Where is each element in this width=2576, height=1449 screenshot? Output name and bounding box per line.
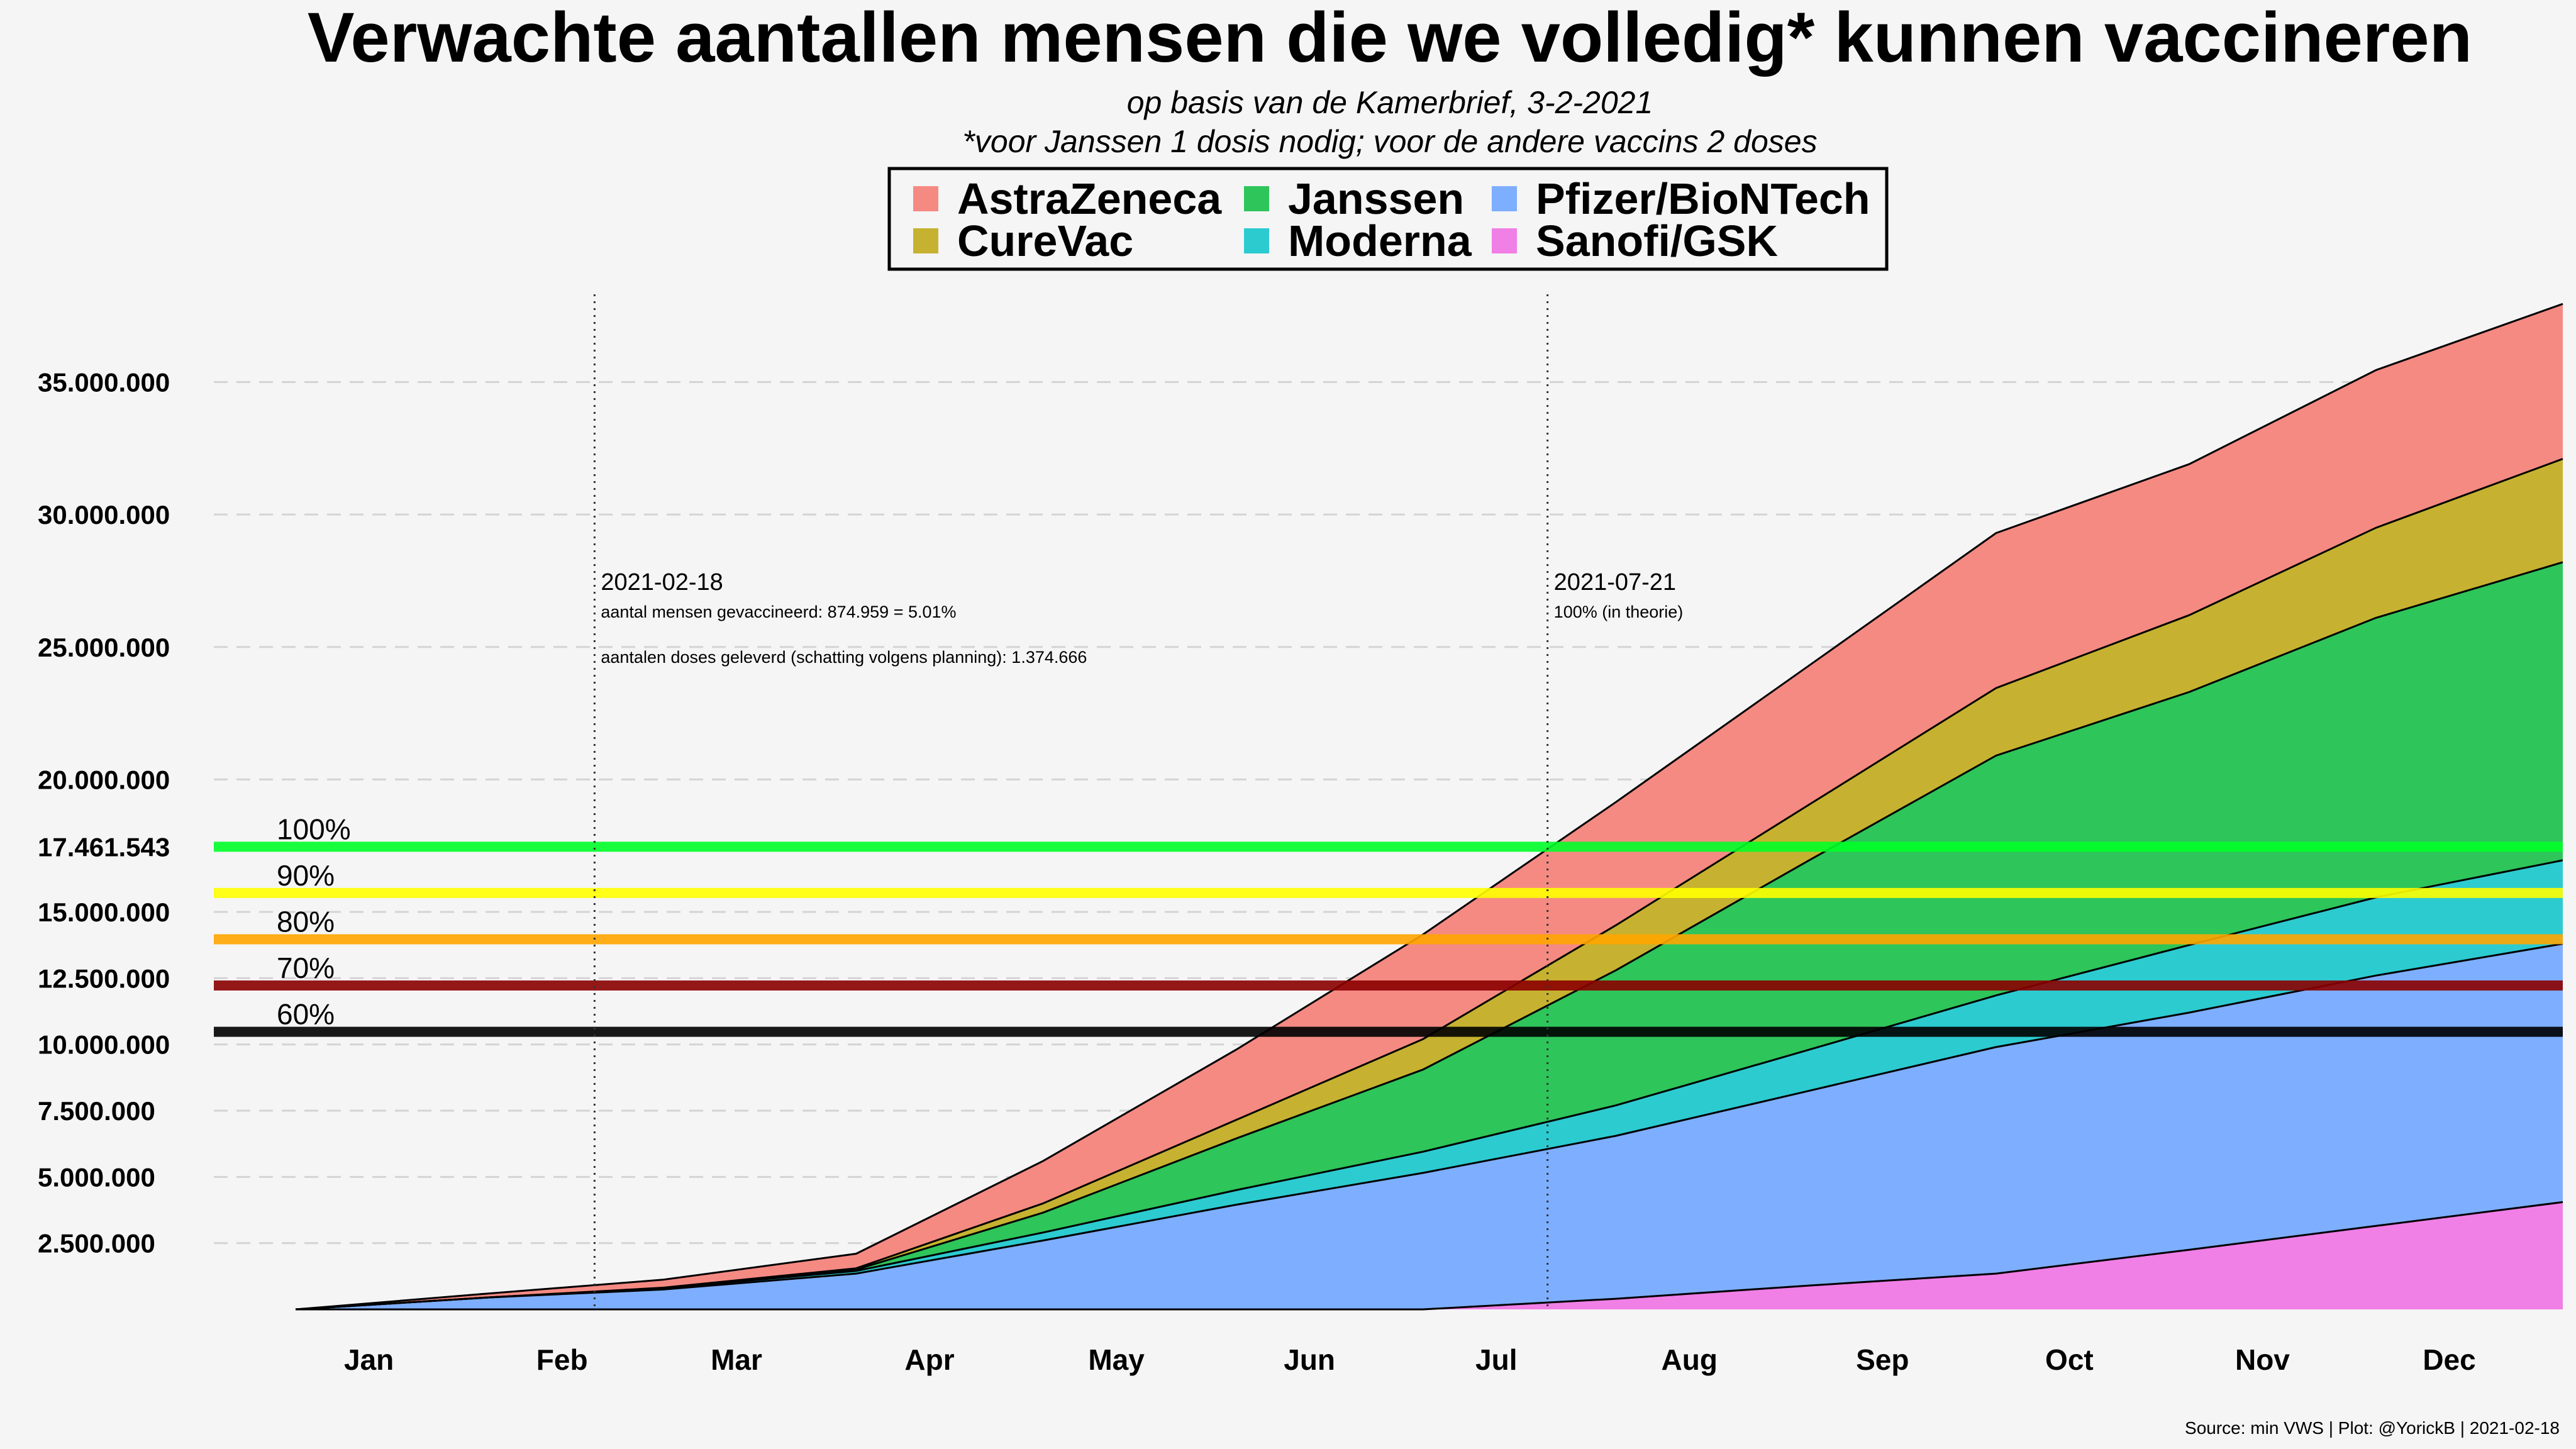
x-axis: Jan Feb Mar Apr May Jun Jul Aug Sep Oct Nov Dec [344,1343,2476,1376]
legend-label-janssen: Janssen [1288,174,1464,223]
area-astrazeneca [296,304,2563,1310]
y-tick-label-15000000: 15.000.000 [38,897,170,927]
threshold-layer: 100% 90% 80% 70% 60% [214,813,2563,1037]
threshold-label-90: 90% [277,859,335,892]
legend-label-curevac: CureVac [957,216,1133,265]
x-tick-label-aug: Aug [1662,1343,1718,1376]
area-outline-sanofi-gsk [296,1201,2563,1311]
threshold-label-60: 60% [277,998,335,1031]
annotation-layer: 2021-02-18 aantal mensen gevaccineerd: 87… [593,294,1684,1309]
x-tick-label-oct: Oct [2045,1343,2094,1376]
x-tick-label-nov: Nov [2235,1343,2290,1376]
legend-swatch-pfizer-biontech [1492,186,1517,211]
legend-swatch-astrazeneca [913,186,938,211]
y-tick-label-7500000: 7.500.000 [38,1096,155,1126]
annotation-heading-2021-02-18: 2021-02-18 [601,569,723,596]
legend-swatch-janssen [1244,186,1269,211]
x-tick-label-jul: Jul [1475,1343,1517,1376]
x-tick-label-jun: Jun [1284,1343,1335,1376]
area-sanofi-gsk [296,1202,2563,1309]
x-tick-label-apr: Apr [904,1343,954,1376]
threshold-label-70: 70% [277,952,335,984]
y-axis: 2.500.000 5.000.000 7.500.000 10.000.000 12.… [38,367,170,1258]
legend-swatch-curevac [913,228,938,253]
legend-label-sanofi-gsk: Sanofi/GSK [1536,216,1778,265]
area-pfizer-biontech [296,943,2563,1309]
y-tick-label-5000000: 5.000.000 [38,1162,155,1192]
y-tick-label-10000000: 10.000.000 [38,1030,170,1060]
annotation-line1-2021-02-18: aantal mensen gevaccineerd: 874.959 = 5.… [601,602,956,621]
annotation-line1-2021-07-21: 100% (in theorie) [1554,602,1684,621]
chart-legend: AstraZeneca Janssen Pfizer/BioNTech CureVac… [887,167,1889,271]
x-tick-label-dec: Dec [2423,1343,2475,1376]
annotation-heading-2021-07-21: 2021-07-21 [1554,569,1676,596]
area-outline-pfizer-biontech [295,943,2563,1311]
y-tick-label-25000000: 25.000.000 [38,633,170,662]
chart-subtitle-2: *voor Janssen 1 dosis nodig; voor de and… [962,124,1817,159]
annotation-line2-2021-02-18: aantalen doses geleverd (schatting volge… [601,648,1087,667]
x-tick-label-may: May [1088,1343,1145,1376]
x-tick-label-jan: Jan [344,1343,394,1376]
y-tick-label-20000000: 20.000.000 [38,765,170,794]
legend-swatch-moderna [1244,228,1269,253]
y-tick-label-12500000: 12.500.000 [38,963,170,993]
x-tick-label-sep: Sep [1856,1343,1909,1376]
legend-label-moderna: Moderna [1288,216,1472,265]
y-tick-label-30000000: 30.000.000 [38,500,170,530]
y-tick-label-35000000: 35.000.000 [38,367,170,397]
chart-title: Verwachte aantallen mensen die we volled… [308,0,2472,77]
legend-label-astrazeneca: AstraZeneca [957,174,1222,223]
x-tick-label-feb: Feb [536,1343,588,1376]
threshold-label-80: 80% [277,905,335,938]
legend-swatch-sanofi-gsk [1492,228,1517,253]
legend-box [887,167,1889,271]
legend-label-pfizer-biontech: Pfizer/BioNTech [1536,174,1870,223]
y-tick-label-17461543: 17.461.543 [38,832,170,862]
source-caption: Source: min VWS | Plot: @YorickB | 2021-… [2185,1418,2560,1438]
x-tick-label-mar: Mar [711,1343,762,1376]
threshold-label-100: 100% [277,813,351,845]
area-outline-curevac [295,458,2563,1311]
y-tick-label-2500000: 2.500.000 [38,1229,155,1258]
chart-subtitle-1: op basis van de Kamerbrief, 3-2-2021 [1127,85,1653,120]
